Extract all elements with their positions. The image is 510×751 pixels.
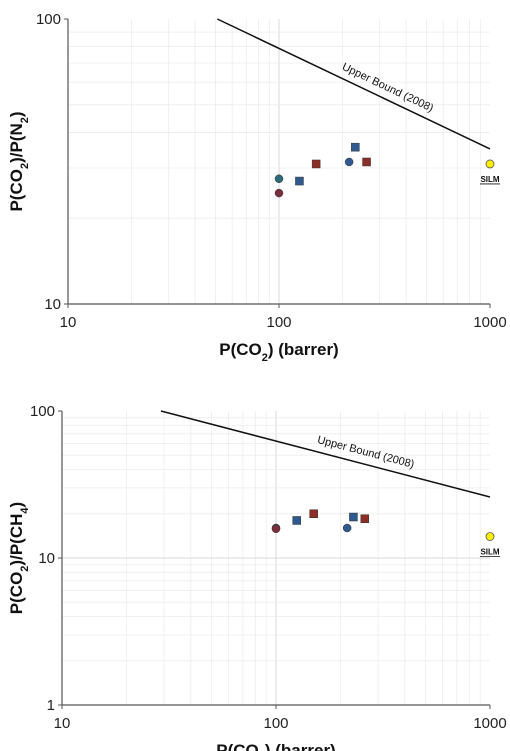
x-axis-label: P(CO2) (barrer): [216, 741, 335, 751]
silm-label: SILM: [480, 548, 499, 557]
data-point: [271, 524, 281, 534]
y-axis-label: P(CO2)/P(N2): [7, 111, 31, 211]
x-tick-label: 1000: [473, 715, 506, 732]
data-point: [342, 523, 352, 533]
upper-bound-line: [216, 18, 491, 150]
upper-bound-label: Upper Bound (2008): [316, 434, 415, 471]
data-point: [274, 174, 284, 184]
y-tick-label: 10: [38, 550, 55, 567]
data-point: [360, 514, 370, 523]
data-point: [362, 157, 371, 167]
data-point: [274, 188, 284, 198]
data-point: [351, 142, 360, 152]
y-axis-label: P(CO2)/P(CH4): [7, 502, 31, 614]
data-point: [349, 512, 358, 522]
y-tick-label: 10: [44, 296, 61, 313]
grid: [62, 411, 490, 705]
y-tick-label: 1: [47, 697, 55, 714]
y-tick-label: 100: [30, 403, 55, 420]
y-tick-label: 100: [36, 11, 61, 28]
x-tick-label: 100: [263, 715, 288, 732]
grid: [68, 19, 490, 304]
data-point: [344, 157, 354, 167]
x-tick-label: 1000: [473, 314, 506, 331]
data-point: [292, 516, 301, 525]
x-tick-label: 10: [54, 715, 71, 732]
data-point: [295, 176, 304, 186]
data-point: [309, 509, 318, 518]
silm-point: [485, 532, 495, 541]
silm-label: SILM: [480, 175, 499, 184]
data-point: [311, 159, 321, 169]
x-axis-label: P(CO2) (barrer): [219, 340, 338, 364]
silm-point: [485, 159, 495, 169]
x-tick-label: 100: [266, 314, 291, 331]
upper-bound-label: Upper Bound (2008): [340, 61, 435, 115]
x-tick-label: 10: [60, 314, 77, 331]
upper-bound-line: [160, 410, 491, 498]
chart-1: 10 100 1000 10 100 P(CO2) (barrer) P(CO2)/P(N2…: [7, 11, 507, 364]
